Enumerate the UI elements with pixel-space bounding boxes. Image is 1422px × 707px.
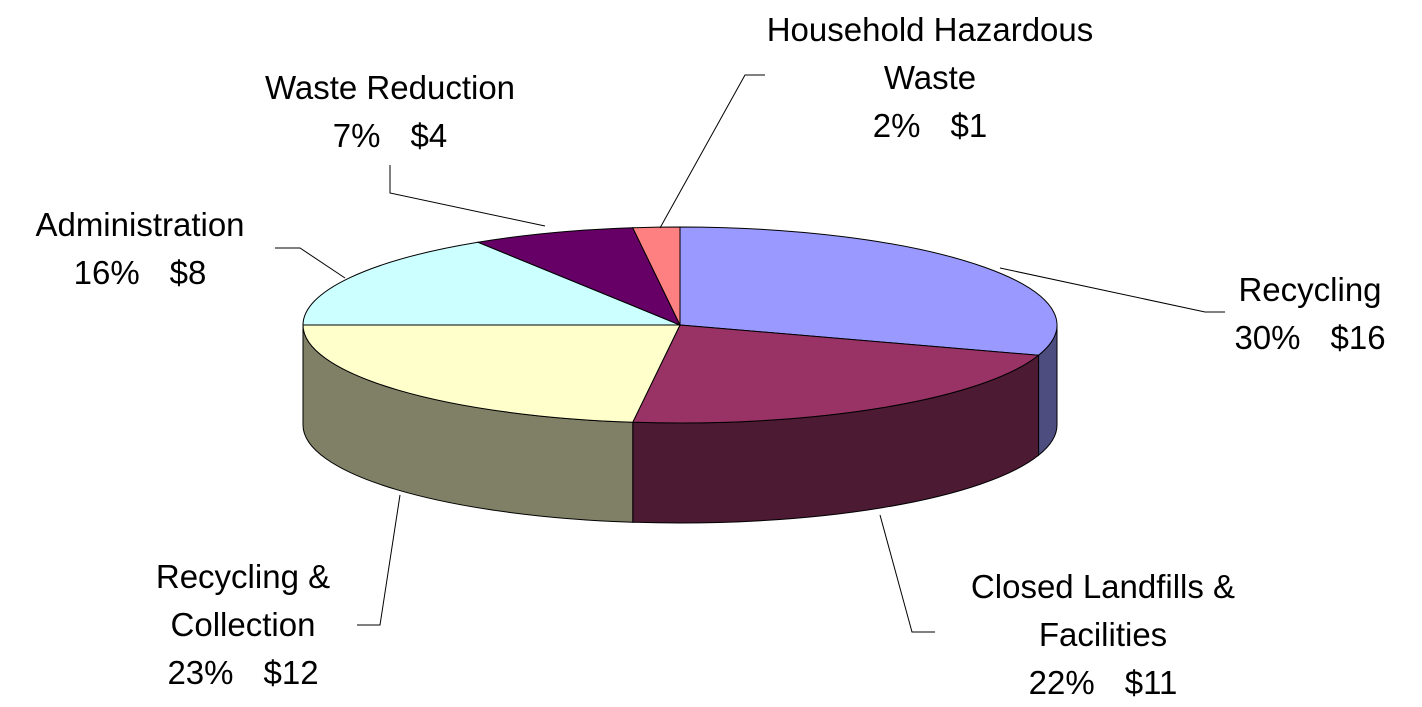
amount-label: $8: [169, 254, 207, 291]
category-label: Household Hazardous Waste: [766, 11, 1094, 96]
category-label: Recycling & Collection: [155, 558, 331, 643]
data-label: Recycling & Collection 23% $12: [133, 553, 353, 697]
slice: [631, 226, 681, 326]
leader-line: [999, 267, 1225, 313]
amount-label: $1: [950, 107, 988, 144]
percent-label: 30%: [1234, 319, 1301, 356]
amount-label: $11: [1124, 664, 1178, 701]
data-label: Recycling 30% $16: [1180, 266, 1422, 362]
category-label: Waste Reduction: [264, 69, 516, 106]
value-line: 23% $12: [133, 649, 353, 697]
slice: [679, 226, 1058, 356]
slices: [302, 226, 1058, 524]
percent-label: 22%: [1028, 664, 1095, 701]
amount-label: $12: [263, 654, 319, 691]
slice: [302, 241, 681, 326]
leader-line: [879, 514, 935, 633]
slice: [476, 227, 682, 326]
leader-line: [389, 165, 546, 227]
slice: [631, 324, 1040, 424]
value-line: 16% $8: [0, 249, 290, 297]
percent-label: 23%: [167, 654, 234, 691]
category-label: Recycling: [1238, 271, 1382, 308]
value-line: 30% $16: [1180, 314, 1422, 362]
data-label: Household Hazardous Waste 2% $1: [760, 6, 1100, 150]
data-label: Closed Landfills & Facilities 22% $11: [933, 563, 1273, 707]
percent-label: 2%: [872, 107, 921, 144]
data-label: Waste Reduction 7% $4: [190, 64, 590, 160]
leader-line: [275, 247, 346, 279]
category-label: Closed Landfills & Facilities: [970, 568, 1236, 653]
percent-label: 7%: [332, 117, 381, 154]
category-label: Administration: [35, 206, 245, 243]
percent-label: 16%: [73, 254, 140, 291]
slice: [302, 324, 681, 423]
value-line: 2% $1: [760, 102, 1100, 150]
amount-label: $4: [410, 117, 448, 154]
data-label: Administration 16% $8: [0, 201, 290, 297]
leader-line: [659, 74, 765, 229]
value-line: 22% $11: [933, 659, 1273, 707]
value-line: 7% $4: [190, 112, 590, 160]
leader-line: [357, 494, 401, 626]
amount-label: $16: [1330, 319, 1386, 356]
